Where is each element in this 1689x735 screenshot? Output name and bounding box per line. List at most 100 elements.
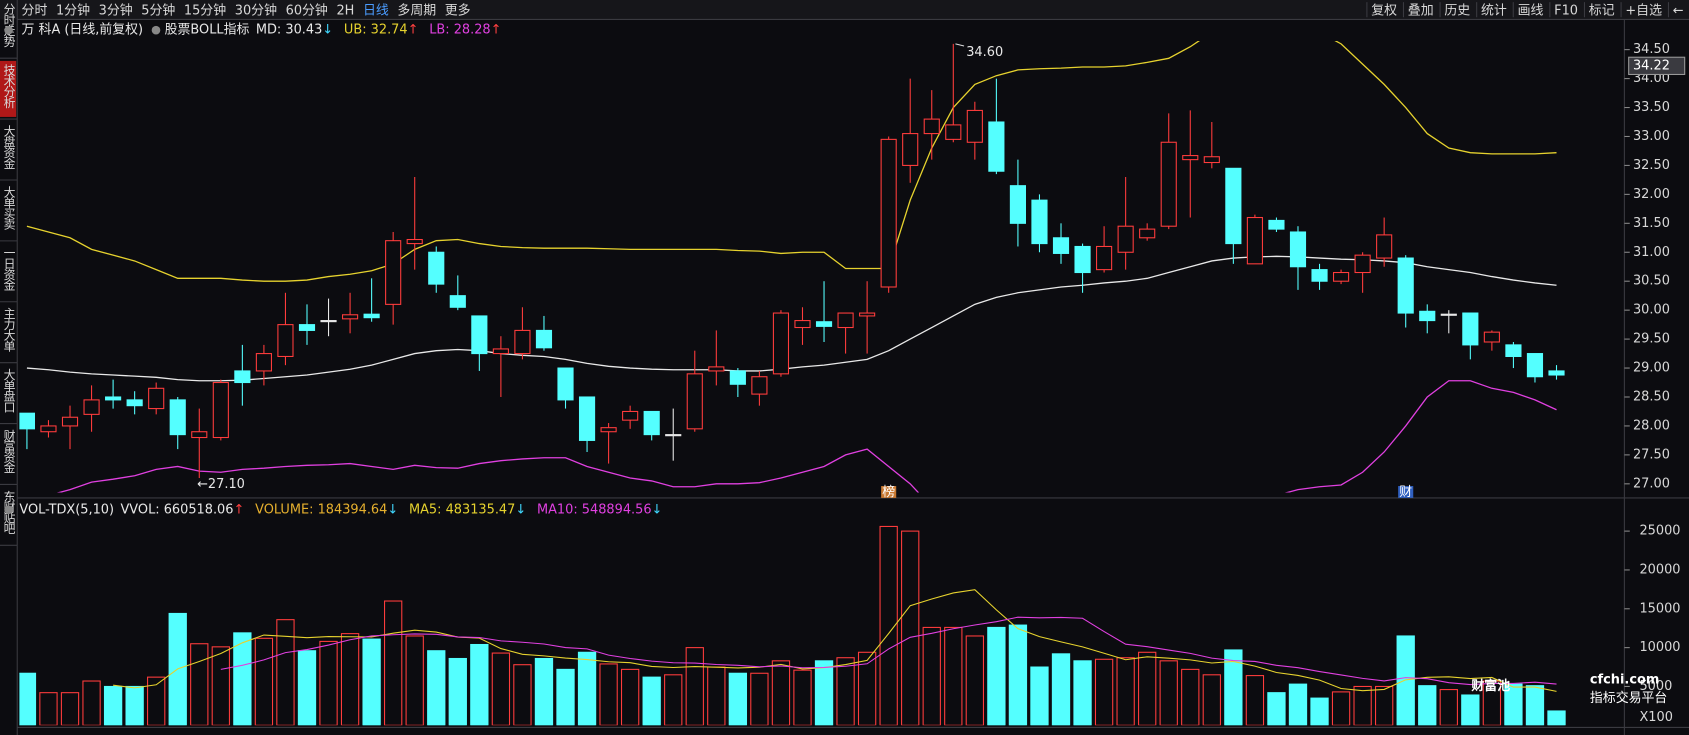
volume-bar	[987, 626, 1006, 726]
y-tick-label: 33.50	[1633, 100, 1670, 115]
volume-ma-line	[220, 616, 1557, 686]
volume-bar	[297, 650, 317, 726]
period-tab[interactable]: 1分钟	[56, 2, 90, 18]
legend-value: VVOL: 660518.06	[121, 502, 234, 517]
candle-body	[514, 329, 531, 355]
price-tag: 34.22	[1633, 58, 1670, 73]
boll-line	[56, 380, 1557, 493]
volume-bar	[664, 674, 683, 726]
indicator-icon	[151, 25, 161, 35]
period-tab[interactable]: 多周期	[397, 3, 436, 18]
sidebar-tab[interactable]: 分时走势	[2, 3, 16, 47]
tool-button[interactable]: ←	[1673, 3, 1684, 18]
volume-bar	[577, 651, 597, 726]
candle-body	[1548, 370, 1565, 376]
legend-arrow: ↑	[408, 23, 419, 38]
candle-body	[1031, 199, 1048, 245]
sidebar-tab[interactable]: 主力大单	[2, 307, 16, 352]
sidebar-tab[interactable]: 大盘资金	[2, 124, 16, 168]
volume-bar	[147, 676, 166, 726]
volume-bar	[513, 664, 532, 726]
period-tab[interactable]: 日线	[363, 3, 389, 18]
candle-body	[643, 410, 660, 436]
candle-body	[1203, 156, 1220, 164]
tool-button[interactable]: 叠加	[1408, 3, 1434, 18]
volume-bar	[125, 685, 144, 726]
sidebar-tab[interactable]: 大单盘口	[2, 368, 16, 412]
candle-body	[1526, 353, 1544, 378]
volume-bar	[39, 692, 58, 726]
candle-body	[492, 348, 509, 355]
legend-arrow: ↓	[322, 23, 333, 38]
candle-body	[966, 109, 983, 143]
candle-body	[1419, 310, 1436, 322]
candle-body	[1074, 245, 1091, 274]
y-tick-label: 27.50	[1633, 447, 1670, 462]
tool-button[interactable]: 标记	[1589, 3, 1615, 18]
period-tab[interactable]: 15分钟	[184, 2, 226, 18]
candle-body	[535, 329, 553, 349]
volume-bar	[319, 640, 338, 726]
sidebar-tab[interactable]: 财富资金	[2, 429, 16, 473]
candle-body	[1505, 344, 1522, 358]
candle-body	[1246, 216, 1263, 265]
tool-button[interactable]: 统计	[1481, 3, 1507, 18]
candle-body	[191, 431, 208, 439]
candle-body	[19, 412, 36, 430]
period-tab[interactable]: 2H	[336, 3, 354, 18]
unit-label: X100	[1639, 710, 1672, 725]
candle-body	[1268, 219, 1285, 230]
price-tag-box	[1628, 56, 1686, 76]
tool-button[interactable]: 历史	[1444, 3, 1470, 18]
period-tab[interactable]: 30分钟	[235, 2, 277, 18]
candle-body	[902, 133, 919, 166]
candle-body	[923, 118, 940, 135]
candle-body	[385, 240, 402, 305]
volume-bar	[211, 646, 230, 726]
candle-body	[298, 324, 316, 331]
candle-body	[1483, 331, 1500, 343]
volume-bar	[728, 672, 748, 726]
period-tab[interactable]: 3分钟	[99, 2, 133, 18]
volume-bar	[1310, 697, 1329, 726]
legend-value: LB: 28.28	[429, 23, 490, 38]
volume-bar	[470, 643, 489, 726]
period-tab[interactable]: 60分钟	[286, 2, 328, 18]
indicator-name: 股票BOLL指标	[165, 23, 250, 38]
legend-arrow: ↑	[491, 23, 502, 38]
sidebar-tab[interactable]: 技术分析	[2, 64, 16, 109]
volume-bar	[1245, 675, 1265, 726]
legend-value: UB: 32.74	[344, 23, 408, 38]
tool-button[interactable]: +自选	[1625, 3, 1662, 18]
candle-body	[837, 312, 854, 329]
volume-bar	[793, 669, 812, 726]
candle-body	[449, 295, 466, 308]
volume-bar	[1331, 691, 1351, 726]
volume-bar	[233, 632, 252, 726]
period-tab[interactable]: 5分钟	[141, 2, 175, 18]
candle-body	[1052, 237, 1070, 254]
candle-body	[320, 320, 337, 323]
volume-bar	[944, 626, 963, 726]
period-tab[interactable]: 分时	[22, 3, 48, 18]
volume-bar	[1418, 685, 1437, 726]
volume-bar	[1482, 680, 1502, 726]
tool-button[interactable]: F10	[1554, 3, 1578, 18]
candle-body	[945, 124, 962, 140]
period-tab[interactable]: 更多	[445, 3, 471, 18]
volume-bar	[836, 657, 855, 726]
volume-bar	[620, 668, 640, 726]
candle-body	[859, 312, 876, 317]
candle-body	[1332, 271, 1350, 282]
sidebar-tab[interactable]: 一日资金	[2, 247, 16, 291]
volume-bar	[750, 672, 769, 726]
tool-button[interactable]: 复权	[1371, 2, 1397, 18]
sidebar-tab[interactable]: 大单买卖	[2, 185, 16, 230]
candle-body	[406, 238, 423, 245]
volume-bar	[254, 637, 274, 726]
candle-body	[578, 396, 596, 441]
candle-body	[277, 324, 294, 358]
tool-button[interactable]: 画线	[1518, 3, 1544, 18]
